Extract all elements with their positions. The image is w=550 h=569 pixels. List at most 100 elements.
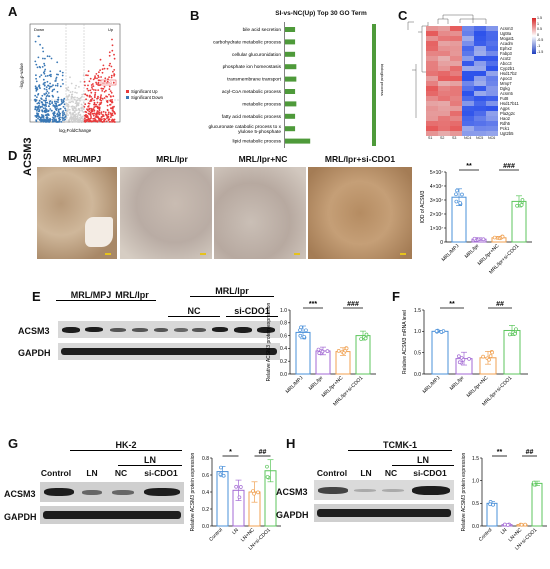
volcano-point: [112, 82, 115, 84]
heatmap-cell: [486, 126, 498, 132]
data-point: [515, 203, 519, 208]
significance-label: **: [466, 163, 472, 170]
volcano-point: [60, 98, 63, 101]
volcano-point: [96, 77, 98, 80]
heatmap-gene-label: Ephx2: [500, 46, 512, 51]
volcano-point: [88, 120, 91, 123]
heatmap-cell: [462, 31, 474, 37]
volcano-point: [90, 99, 93, 101]
blot-h-lane-3: NC: [384, 468, 398, 478]
volcano-point: [87, 89, 90, 92]
volcano-point: [47, 92, 50, 94]
heatmap-cell: [426, 111, 438, 117]
data-point: [491, 502, 495, 507]
heatmap-gene-label: Pck1: [500, 126, 510, 131]
significance-label: ###: [347, 301, 359, 308]
data-point: [238, 485, 243, 489]
volcano-point: [79, 120, 82, 123]
y-tick-label: 4×10⁷: [430, 184, 443, 190]
volcano-point: [109, 95, 112, 97]
volcano-point: [66, 97, 69, 99]
bar: [355, 335, 371, 375]
heatmap-gene-label: Mogat1: [500, 36, 514, 41]
volcano-point: [58, 114, 61, 117]
heatmap-gene-label: Apoc3: [500, 76, 512, 81]
heatmap-cell: [486, 121, 498, 127]
heatmap-cell: [438, 81, 450, 87]
volcano-point: [110, 107, 112, 110]
go-bar: [285, 76, 297, 82]
volcano-point: [60, 103, 63, 105]
volcano-point: [44, 99, 47, 102]
heatmap-cell: [474, 111, 486, 117]
blot-h-row-gapdh: GAPDH: [276, 510, 309, 520]
volcano-down-label: Down: [34, 27, 44, 32]
volcano-point: [79, 80, 82, 83]
legend-up-text: Significant Up: [131, 89, 158, 94]
volcano-point: [103, 119, 106, 121]
volcano-xlabel: log₂FoldChange: [59, 128, 92, 133]
heatmap-cell: [486, 61, 498, 67]
y-tick-label: 0: [440, 240, 443, 246]
volcano-point: [107, 113, 110, 115]
volcano-point: [49, 100, 52, 102]
data-point: [481, 354, 485, 359]
data-point: [472, 236, 477, 241]
bar: [503, 329, 521, 375]
y-tick-label: 0.0: [472, 524, 479, 530]
heatmap-cell: [426, 91, 438, 97]
volcano-point: [57, 101, 59, 103]
volcano-point: [41, 66, 44, 68]
volcano-point: [91, 86, 93, 88]
blot-h-gapdh-strip: [314, 504, 454, 522]
heatmap-cell: [462, 56, 474, 62]
volcano-point: [59, 116, 61, 119]
volcano-point: [107, 111, 110, 114]
volcano-point: [92, 114, 95, 117]
volcano-point: [90, 84, 93, 86]
volcano-point: [37, 113, 40, 115]
volcano-point: [83, 120, 86, 123]
volcano-point: [113, 57, 116, 60]
volcano-point: [60, 100, 63, 103]
y-tick-label: 0.8: [280, 321, 287, 327]
volcano-point: [40, 120, 42, 123]
volcano-point: [88, 80, 91, 83]
volcano-point: [111, 118, 114, 121]
volcano-point: [43, 88, 46, 90]
volcano-point: [95, 73, 98, 75]
volcano-point: [36, 96, 38, 98]
volcano-point: [49, 82, 51, 85]
volcano-point: [89, 117, 92, 120]
volcano-point: [46, 113, 49, 115]
blot-e-lane-1: MRL/MPJ: [56, 290, 126, 301]
volcano-point: [56, 61, 59, 64]
heatmap-cell: [426, 51, 438, 57]
volcano-point: [55, 102, 58, 105]
heatmap-cell: [462, 61, 474, 67]
heatmap-grid: [426, 26, 498, 137]
go-bar: [285, 113, 296, 119]
volcano-point: [97, 81, 100, 84]
heatmap-cell: [426, 126, 438, 132]
volcano-point: [38, 116, 41, 118]
volcano-point: [73, 107, 75, 110]
volcano-point: [81, 93, 84, 96]
y-tick-label: 0.4: [280, 346, 287, 352]
volcano-point: [37, 56, 40, 59]
volcano-point: [36, 109, 38, 112]
y-tick-label: 5×10⁷: [430, 170, 443, 176]
volcano-point: [46, 90, 49, 93]
heatmap-gene-label: Hsd17b2: [500, 71, 517, 76]
volcano-point: [72, 116, 75, 118]
volcano-point: [54, 115, 57, 118]
volcano-point: [102, 87, 105, 90]
volcano-point: [88, 102, 91, 105]
heatmap-gene-label: Agps: [500, 106, 510, 111]
volcano-point: [71, 90, 74, 93]
chart-e-protein: 0.0 0.2 0.4 0.6 0.8 1.0 Relative ACSM3 protein…: [266, 301, 376, 407]
go-term-label: lipid metabolic process: [232, 139, 281, 145]
volcano-point: [97, 79, 100, 82]
heatmap-cell: [450, 71, 462, 77]
volcano-point: [89, 89, 92, 92]
